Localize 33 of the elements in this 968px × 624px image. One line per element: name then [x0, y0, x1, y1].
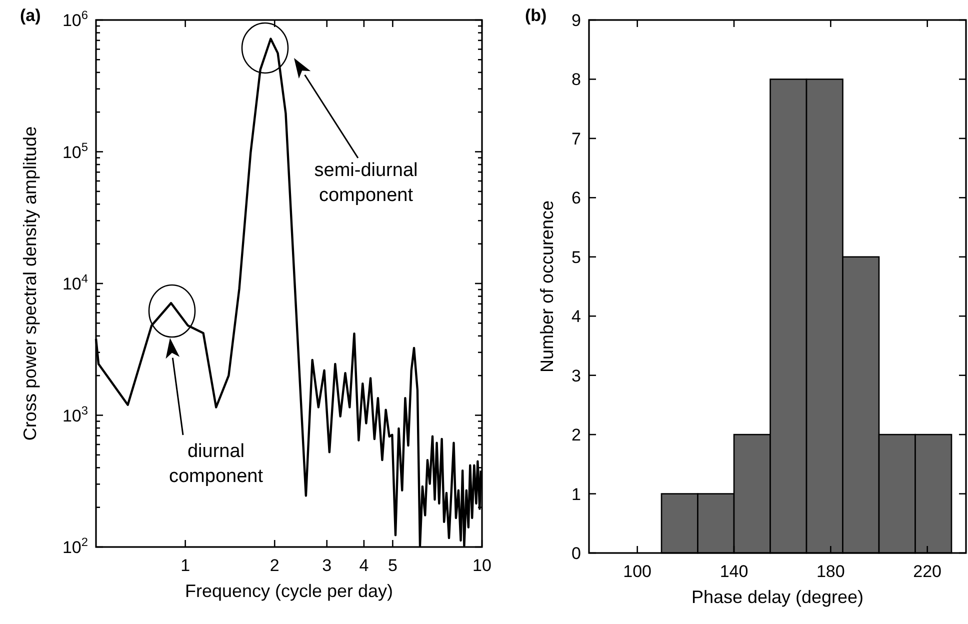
chart-title: (a): [20, 6, 41, 25]
y-tick-label: 5: [572, 248, 581, 267]
y-tick-label: 0: [572, 544, 581, 563]
y-tick-label: 10$^{5}$: [62, 140, 88, 162]
chart-title: (b): [525, 6, 547, 25]
y-tick-label: 3: [572, 366, 581, 386]
x-axis-title: Phase delay (degree): [691, 587, 864, 607]
y-tick-label: 9: [572, 11, 581, 30]
y-tick-label: 10$^{6}$: [62, 8, 88, 30]
y-tick-label: 6: [572, 188, 581, 208]
x-tick-label: 180: [816, 562, 845, 581]
x-tick-label: 100: [623, 562, 652, 581]
x-tick-label: 140: [720, 562, 748, 581]
x-tick-label: 4: [359, 556, 369, 575]
x-tick-label: 220: [913, 562, 942, 581]
y-axis-title: Cross power spectral density amplitude: [20, 126, 40, 441]
annotation: diurnal component: [168, 441, 264, 487]
annotation: semi-diurnal component: [314, 160, 418, 206]
x-tick-label: 5: [388, 556, 398, 575]
y-tick-label: 1: [572, 484, 581, 504]
x-tick-label: 2: [270, 556, 280, 575]
y-tick-label: 10$^{2}$: [62, 535, 88, 557]
y-tick-label: 10$^{3}$: [62, 403, 88, 426]
y-axis-title: Number of occurence: [537, 200, 557, 373]
x-tick-label: 3: [322, 556, 332, 575]
y-tick-label: 4: [572, 307, 581, 326]
x-tick-label: 10: [472, 556, 492, 575]
y-tick-label: 10$^{4}$: [62, 272, 88, 294]
x-tick-label: 1: [180, 556, 190, 575]
x-axis-title: Frequency (cycle per day): [184, 581, 394, 601]
y-tick-label: 7: [572, 129, 581, 148]
y-tick-label: 2: [572, 426, 581, 445]
y-tick-label: 8: [572, 70, 581, 90]
